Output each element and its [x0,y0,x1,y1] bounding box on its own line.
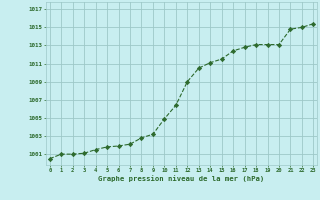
X-axis label: Graphe pression niveau de la mer (hPa): Graphe pression niveau de la mer (hPa) [99,175,265,182]
